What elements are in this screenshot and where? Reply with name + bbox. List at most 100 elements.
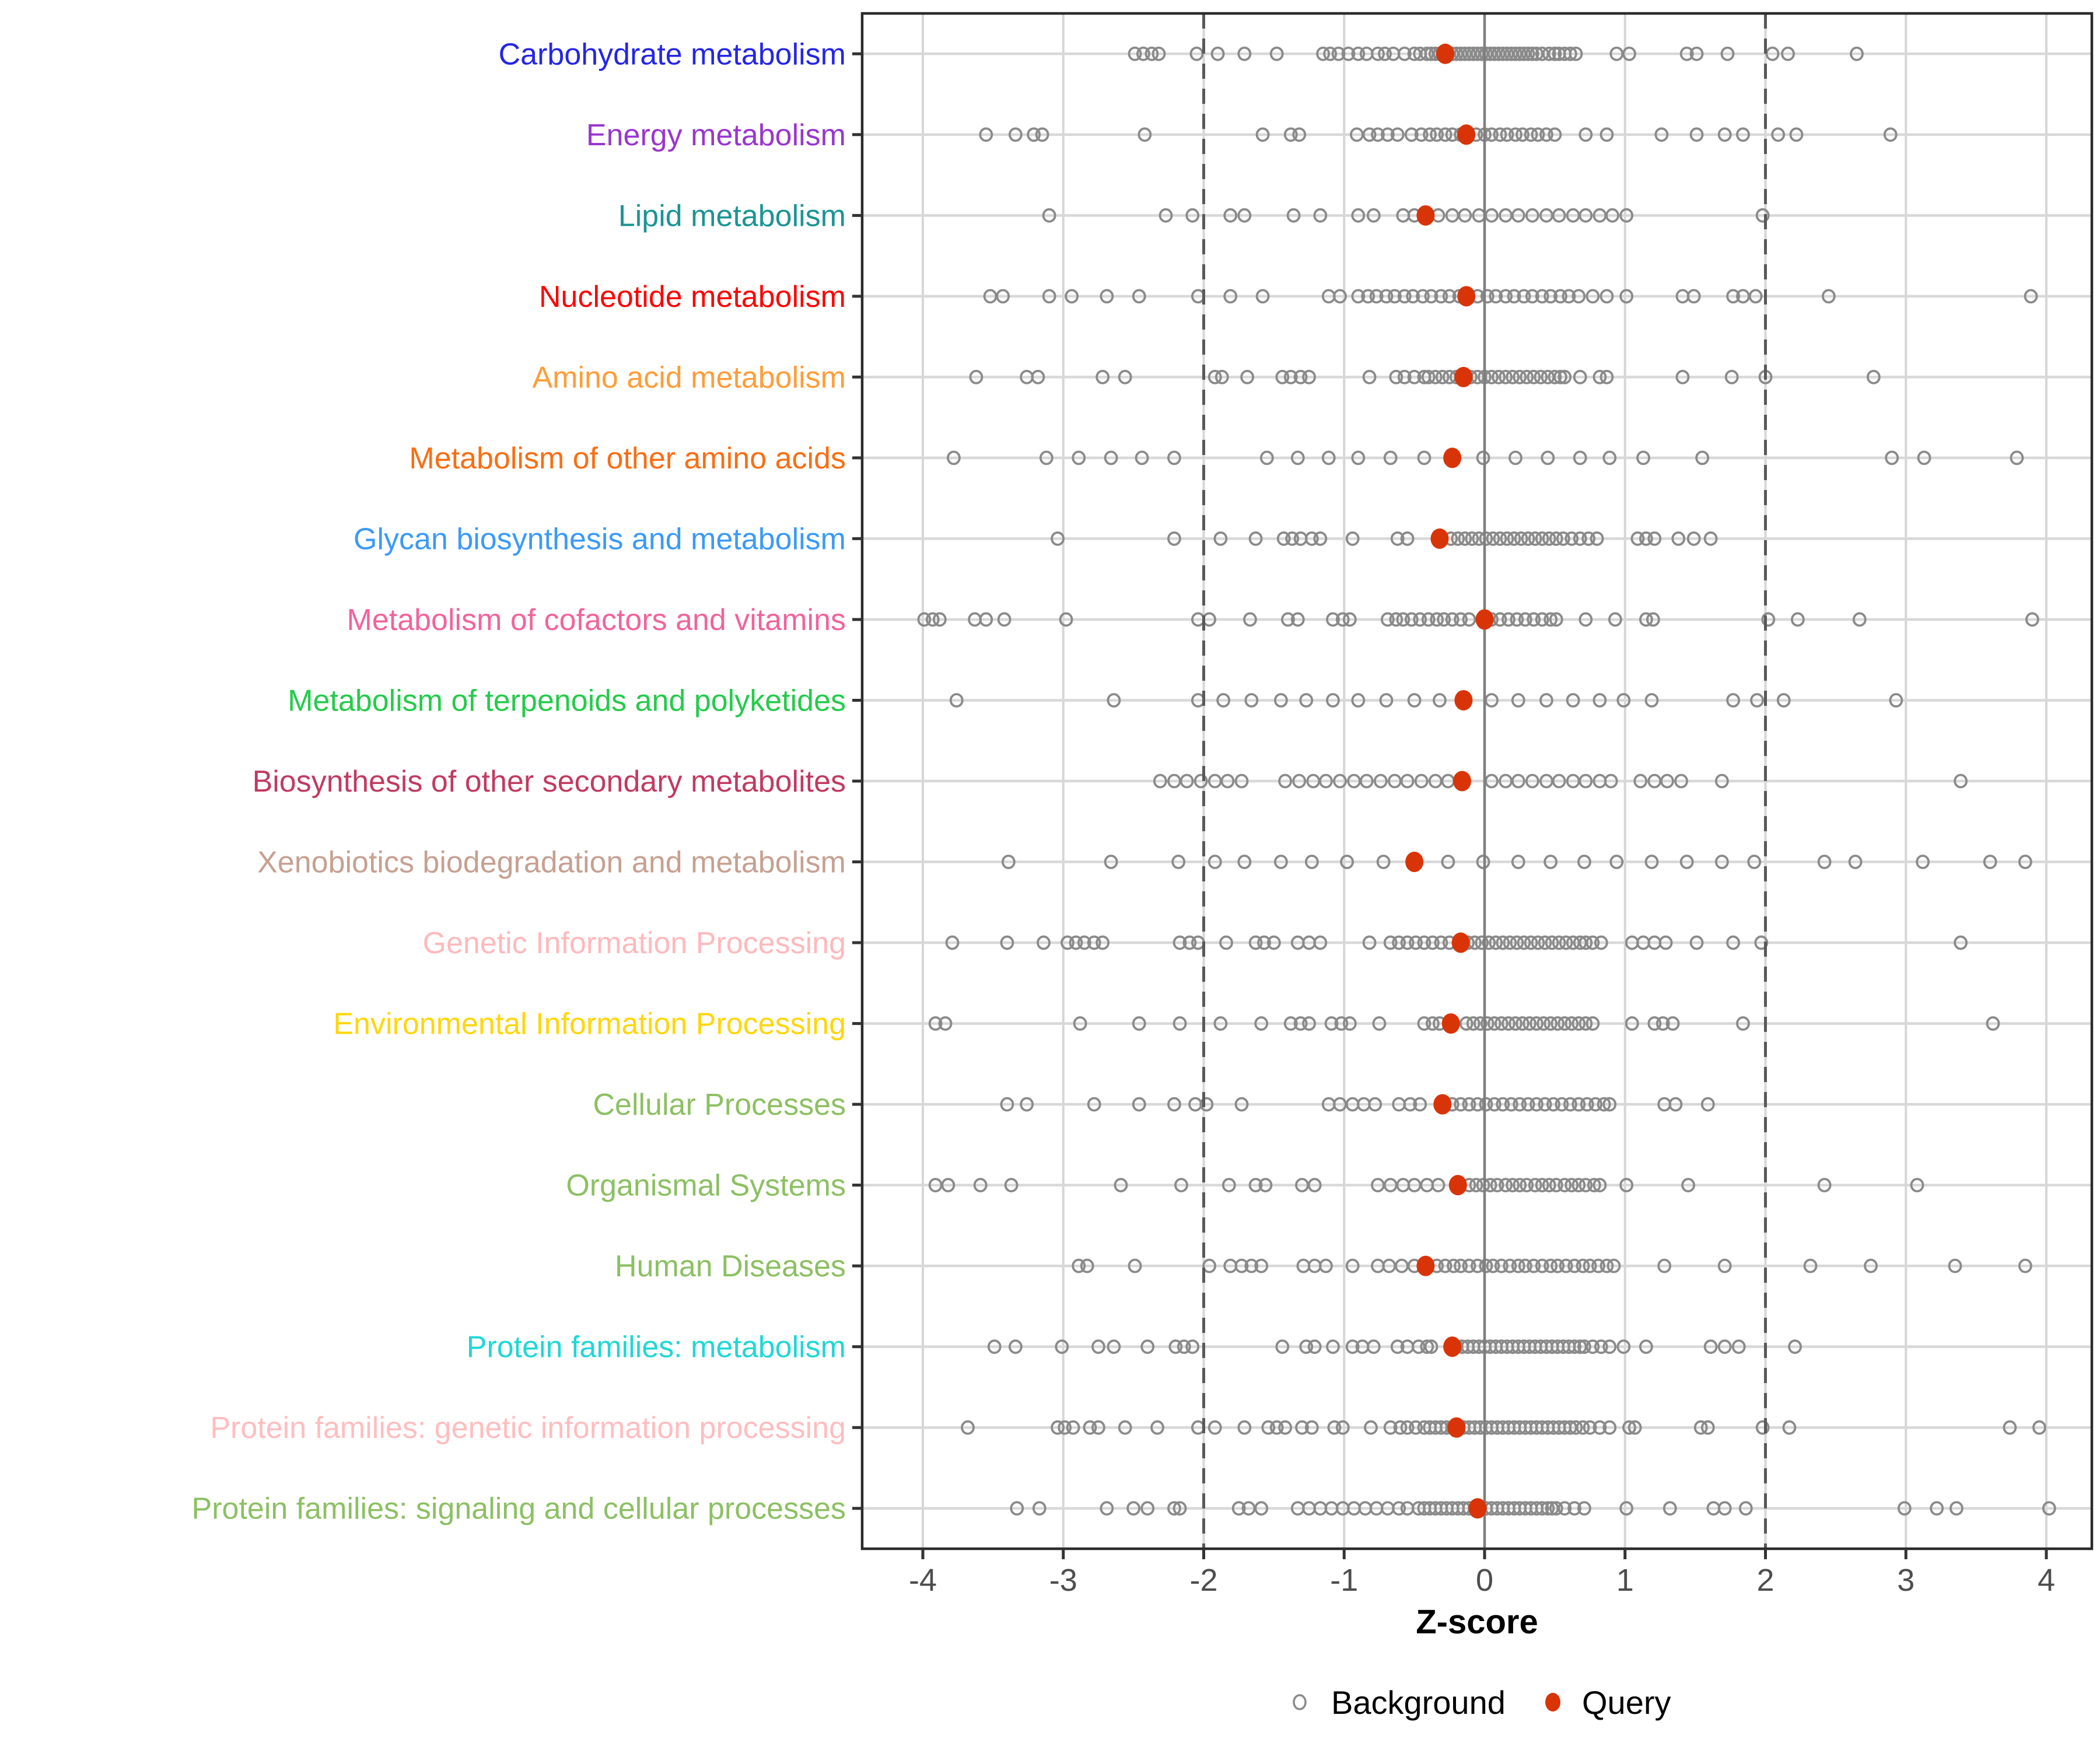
background-point [1671, 531, 1686, 546]
background-point [945, 935, 960, 950]
background-point [1210, 46, 1225, 61]
background-point [1479, 1258, 1493, 1273]
background-point [1458, 208, 1472, 223]
background-point [1283, 127, 1298, 142]
background-point [1864, 1258, 1878, 1273]
background-point [1528, 1178, 1542, 1193]
background-point [1072, 1258, 1086, 1273]
background-point [1171, 855, 1186, 869]
background-point [1573, 450, 1587, 466]
background-point [1189, 46, 1204, 61]
background-point [1248, 1178, 1263, 1193]
background-point [1451, 531, 1465, 546]
background-point [1511, 1258, 1525, 1273]
background-point [1000, 1097, 1014, 1112]
background-point [1954, 935, 1968, 950]
background-point [1275, 1339, 1290, 1354]
category-label: Protein families: signaling and cellular… [192, 1492, 846, 1526]
background-point [1172, 935, 1187, 950]
background-point [1681, 1178, 1695, 1193]
background-point [1434, 935, 1448, 950]
background-point [1535, 612, 1549, 627]
background-point [1373, 774, 1388, 789]
background-point [1231, 1501, 1246, 1516]
background-point [1072, 450, 1086, 466]
background-point [1555, 1097, 1569, 1112]
background-point [1656, 1016, 1670, 1031]
background-point [1771, 127, 1786, 142]
background-point [1437, 612, 1451, 627]
background-point [2025, 612, 2039, 627]
query-point [1454, 366, 1473, 387]
background-point [1417, 450, 1432, 466]
background-point [2042, 1501, 2056, 1516]
background-point [2003, 1420, 2017, 1435]
background-point [1388, 289, 1402, 304]
background-point [1136, 46, 1150, 61]
background-point [1324, 1016, 1339, 1031]
background-point [1500, 531, 1514, 546]
background-point [1525, 289, 1539, 304]
background-point [1581, 531, 1596, 546]
background-point [1128, 46, 1142, 61]
background-point [1528, 531, 1542, 546]
x-tick-label: 3 [1897, 1563, 1915, 1598]
background-point [1001, 855, 1016, 869]
background-point [1518, 612, 1532, 627]
category-label: Carbohydrate metabolism [499, 37, 846, 71]
query-point [1454, 690, 1473, 710]
background-point [1731, 1339, 1746, 1354]
background-point [1608, 612, 1622, 627]
background-point [1368, 1097, 1382, 1112]
background-point [941, 1178, 956, 1193]
background-point [1754, 935, 1769, 950]
background-point [1539, 127, 1553, 142]
background-point [1563, 46, 1577, 61]
background-point [1389, 369, 1404, 384]
background-point [1223, 289, 1238, 304]
background-point [1553, 369, 1567, 384]
background-point [1055, 1339, 1069, 1354]
background-point [1487, 1016, 1502, 1031]
background-point [1695, 450, 1710, 466]
background-point [1087, 935, 1101, 950]
background-point [1380, 127, 1395, 142]
background-point [1646, 612, 1660, 627]
background-point [1535, 289, 1549, 304]
background-point [1462, 612, 1476, 627]
background-point [1542, 1178, 1556, 1193]
background-point [1507, 289, 1521, 304]
background-point [1513, 1097, 1527, 1112]
background-point [1259, 450, 1274, 466]
background-point [1400, 774, 1415, 789]
background-point [1542, 46, 1556, 61]
background-point [1428, 369, 1443, 384]
background-point [1720, 46, 1735, 61]
background-point [1639, 531, 1653, 546]
background-point [1397, 369, 1412, 384]
background-point [1538, 935, 1552, 950]
background-point [1511, 208, 1525, 223]
background-point [1542, 531, 1556, 546]
background-point [1220, 774, 1235, 789]
query-point [1451, 932, 1470, 953]
background-point [1504, 1097, 1518, 1112]
background-point [1548, 369, 1562, 384]
background-point [1342, 1016, 1357, 1031]
background-point [1889, 693, 1903, 708]
background-point [1104, 450, 1118, 466]
background-point [1244, 1258, 1259, 1273]
background-point [1413, 612, 1427, 627]
category-label: Energy metabolism [586, 118, 846, 152]
background-point [1202, 1258, 1217, 1273]
background-point [1494, 1016, 1508, 1031]
background-point [1319, 774, 1333, 789]
background-point [1489, 935, 1503, 950]
background-point [1566, 693, 1580, 708]
background-point [1564, 531, 1579, 546]
background-point [1897, 1501, 1912, 1516]
background-point [1578, 1016, 1593, 1031]
background-point [1027, 127, 1041, 142]
category-label: Human Diseases [615, 1250, 846, 1283]
background-point [2018, 1258, 2032, 1273]
